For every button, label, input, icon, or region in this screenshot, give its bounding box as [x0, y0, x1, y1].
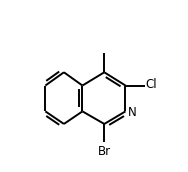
Text: Br: Br: [98, 145, 111, 158]
Text: Cl: Cl: [146, 78, 157, 91]
Text: N: N: [128, 106, 137, 119]
